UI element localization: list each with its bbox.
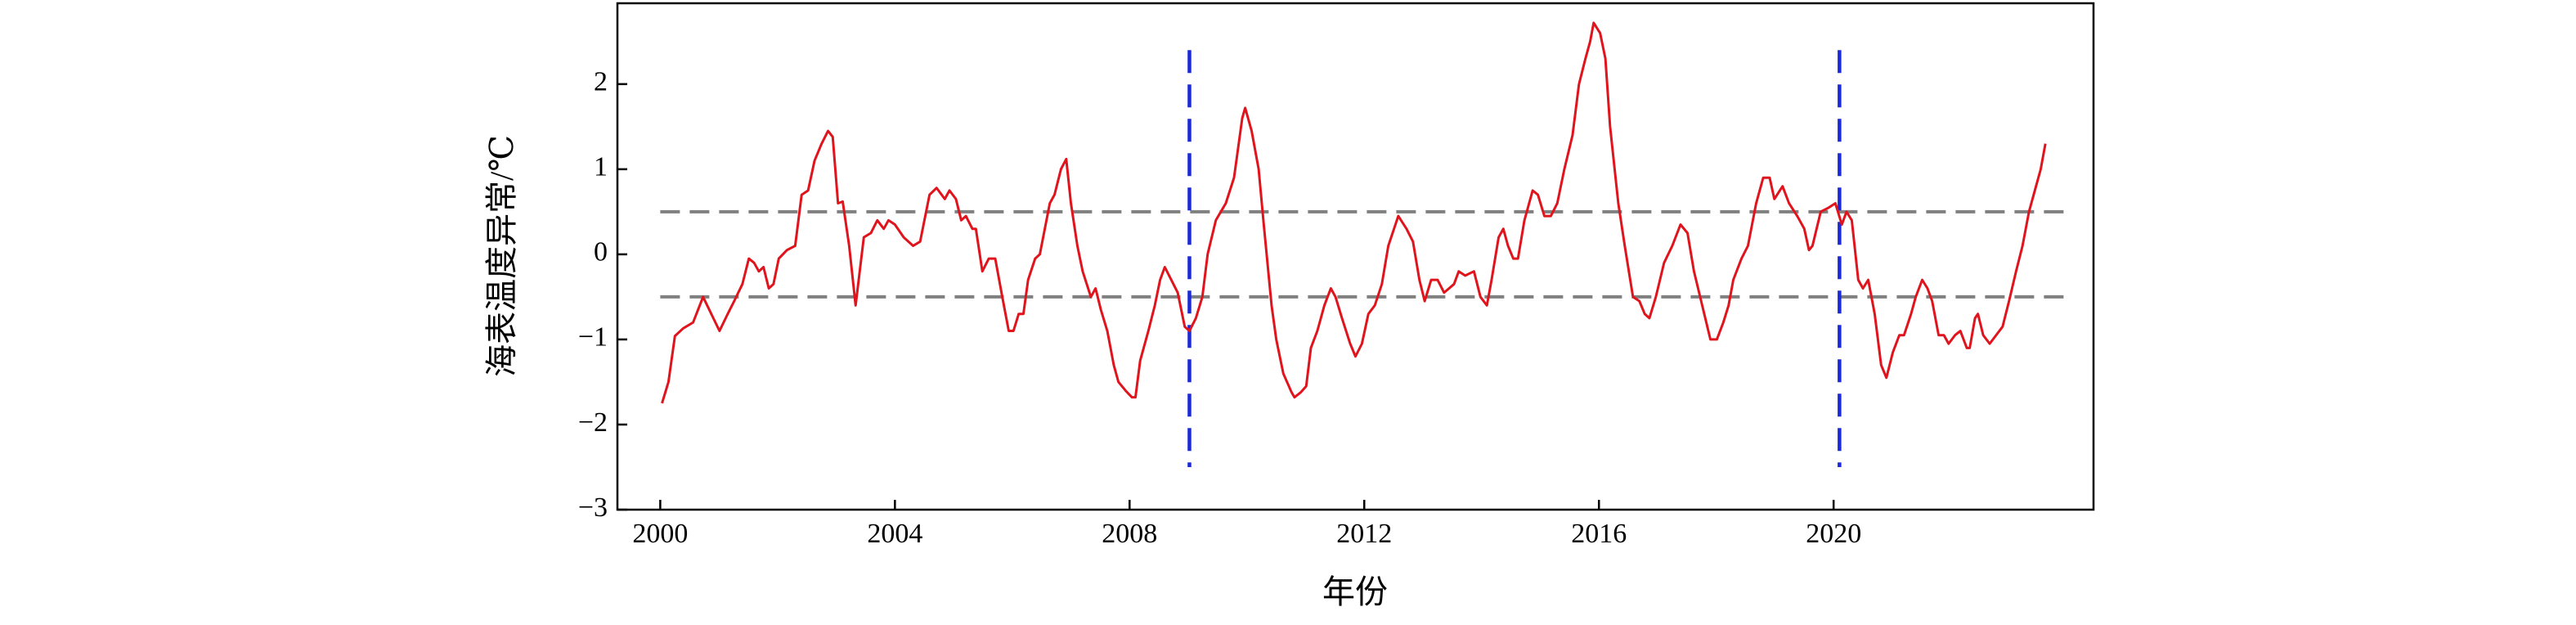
y-tick-label: 1: [594, 152, 608, 182]
y-tick-label: −3: [578, 492, 608, 523]
x-tick-label: 2008: [1102, 519, 1157, 549]
series-line: [661, 21, 2047, 404]
x-axis-label: 年份: [1322, 573, 1388, 610]
x-tick-label: 2016: [1571, 519, 1627, 549]
plot-frame: [616, 2, 2095, 511]
y-tick-label: −2: [578, 407, 608, 438]
y-tick-label: 2: [594, 67, 608, 97]
y-tick-label: 0: [594, 237, 608, 268]
x-tick-label: 2012: [1336, 519, 1392, 549]
x-tick-label: 2000: [632, 519, 688, 549]
x-tick-label: 2020: [1806, 519, 1861, 549]
y-tick-label: −1: [578, 322, 608, 353]
y-axis-label: 海表温度异常/℃: [483, 135, 520, 377]
x-tick-label: 2004: [867, 519, 922, 549]
